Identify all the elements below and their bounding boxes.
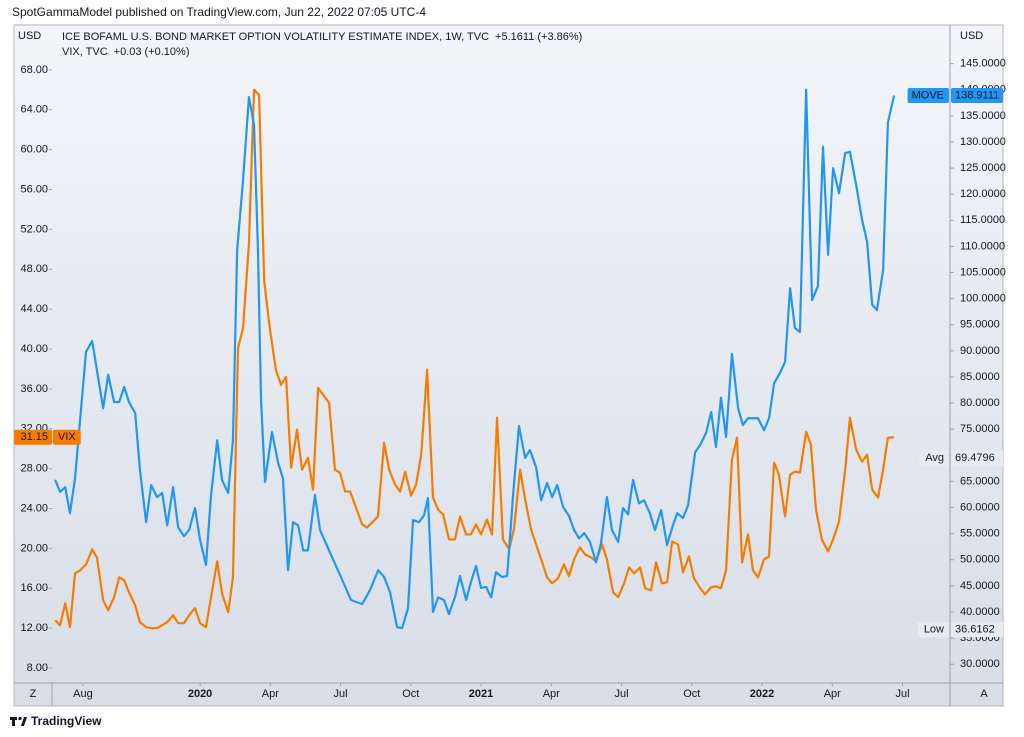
y2-tick-label: 95.0000: [960, 319, 1000, 331]
y2-tick-label: 100.0000: [960, 293, 1006, 305]
x-tick-label: Apr: [543, 688, 560, 700]
x-tick-label: Jul: [895, 688, 909, 700]
y-tick-label: 24.00: [20, 502, 48, 514]
x-tick-label: Oct: [402, 688, 419, 700]
y2-tick-label: 105.0000: [960, 266, 1006, 278]
stat-tag: 36.6162 Low: [917, 622, 1003, 638]
y2-tick-label: 45.0000: [960, 580, 1000, 592]
y2-tick-label: 80.0000: [960, 397, 1000, 409]
y2-tick-label: 135.0000: [960, 110, 1006, 122]
stat-label: Avg: [925, 452, 944, 464]
y2-tick-label: 115.0000: [960, 214, 1005, 226]
stat-tag: 69.4796 Avg: [919, 450, 1003, 466]
y2-tick-label: 110.0000: [960, 240, 1005, 252]
y-tick-label: 68.00: [20, 64, 48, 76]
stat-value: 36.6162: [955, 624, 995, 636]
y2-tick-label: 120.0000: [960, 188, 1006, 200]
stat-label-box: [919, 450, 949, 466]
y-tick-label: 8.00: [27, 662, 48, 674]
right-axis-unit: USD: [960, 30, 983, 42]
y-tick-label: 16.00: [20, 582, 48, 594]
price-tag-value-box: [14, 429, 52, 445]
stat-label: Low: [924, 624, 944, 636]
price-tag-name-box: [53, 429, 81, 445]
y-tick-label: 20.00: [20, 542, 48, 554]
x-tick-label: Jul: [615, 688, 629, 700]
stat-label-box: [917, 622, 949, 638]
y-tick-label: 52.00: [20, 223, 48, 235]
y2-tick-label: 125.0000: [960, 162, 1006, 174]
x-tick-label: Oct: [683, 688, 700, 700]
y2-tick-label: 40.0000: [960, 606, 1000, 618]
price-tag-name: MOVE: [912, 89, 944, 101]
x-tick-label: 2021: [469, 688, 493, 700]
y2-tick-label: 65.0000: [960, 475, 1000, 487]
x-tick-label: 2022: [750, 688, 774, 700]
y-tick-label: 64.00: [20, 104, 48, 116]
footer-brand: TradingView: [31, 714, 102, 728]
x-tick-label: 2020: [188, 688, 212, 700]
price-tag-value: 31.15: [20, 431, 48, 443]
stat-value: 69.4796: [955, 452, 995, 464]
series-line: [54, 88, 896, 630]
legend-name: VIX, TVC: [62, 46, 108, 58]
price-tag-name: VIX: [58, 431, 76, 443]
y-tick-label: 60.00: [20, 144, 48, 156]
stat-value-box: [951, 450, 1003, 466]
price-tag: 31.15 VIX: [14, 429, 81, 445]
y2-tick-label: 75.0000: [960, 423, 1000, 435]
auto-scale-button[interactable]: A: [980, 688, 988, 700]
y2-tick-label: 50.0000: [960, 554, 1000, 566]
plot-area: [54, 88, 896, 630]
y2-tick-label: 85.0000: [960, 371, 1000, 383]
legend-change: +0.03 (+0.10%): [114, 46, 190, 58]
stat-value-box: [951, 622, 1003, 638]
tradingview-logo: [10, 716, 27, 726]
x-tick-label: Apr: [824, 688, 841, 700]
x-tick-label: Apr: [262, 688, 279, 700]
y-tick-label: 48.00: [20, 263, 48, 275]
price-tag-name-box: [907, 87, 949, 103]
y2-tick-label: 90.0000: [960, 345, 1000, 357]
legend-name: ICE BOFAML U.S. BOND MARKET OPTION VOLAT…: [62, 31, 489, 43]
left-axis-unit: USD: [18, 30, 41, 42]
zoom-button[interactable]: Z: [30, 688, 37, 700]
y2-tick-label: 30.0000: [960, 658, 1000, 670]
price-tag-value-box: [951, 87, 1003, 103]
x-tick-label: Jul: [334, 688, 348, 700]
price-tag: 138.9111 MOVE: [907, 87, 1003, 103]
y-tick-label: 56.00: [20, 183, 48, 195]
x-tick-label: Aug: [73, 688, 93, 700]
y2-tick-label: 60.0000: [960, 501, 1000, 513]
y-tick-label: 36.00: [20, 383, 48, 395]
y-tick-label: 12.00: [20, 622, 48, 634]
publish-header: SpotGammaModel published on TradingView.…: [12, 5, 426, 19]
y-tick-label: 44.00: [20, 303, 48, 315]
y2-tick-label: 130.0000: [960, 136, 1006, 148]
y-tick-label: 28.00: [20, 463, 48, 475]
chart-frame: [13, 24, 1004, 707]
y-tick-label: 40.00: [20, 343, 48, 355]
y2-tick-label: 55.0000: [960, 528, 1000, 540]
legend-change: +5.1611 (+3.86%): [495, 31, 582, 43]
y2-tick-label: 145.0000: [960, 58, 1006, 70]
price-tag-value: 138.9111: [955, 89, 999, 101]
series-line: [54, 88, 895, 630]
